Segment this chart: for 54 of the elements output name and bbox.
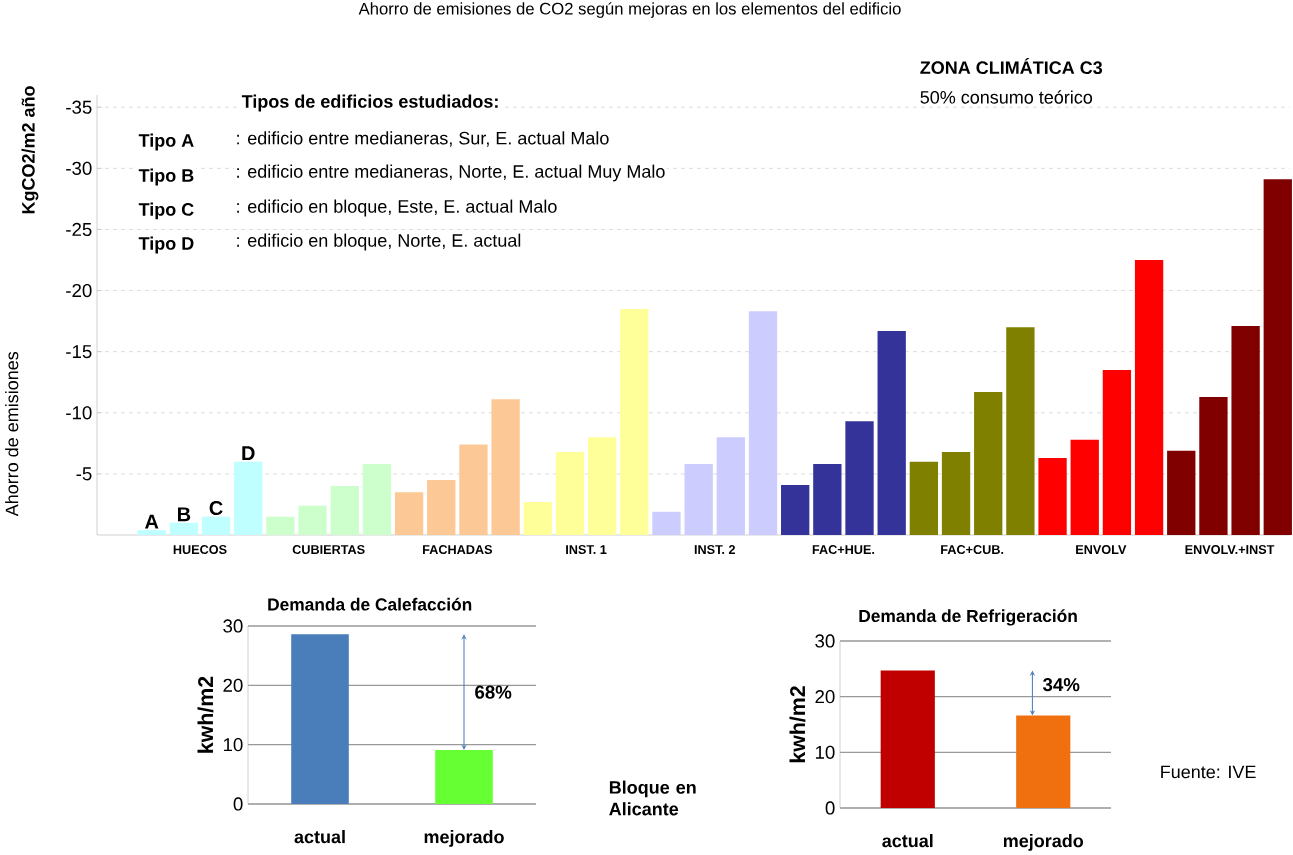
annotation: 68% — [475, 685, 512, 699]
y-tick-label: 20 — [815, 690, 835, 704]
y-tick-label: 10 — [815, 745, 835, 759]
annotation: : edificio entre medianeras, Norte, E. actual Muy Malo — [237, 164, 665, 182]
annotation: Tipo A — [138, 133, 194, 151]
x-tick-label: actual — [294, 830, 345, 844]
chart-title: Ahorro de emisiones de CO2 según mejoras en los elementos del edificio — [358, 2, 901, 18]
annotation: Tipos de edificios estudiados: — [241, 94, 498, 112]
annotation: 50% consumo teórico — [920, 90, 1093, 104]
annotation: : edificio entre medianeras, Sur, E. actual Malo — [237, 131, 609, 147]
y-axis-title: kwh/m2 — [789, 686, 806, 763]
x-tick-label: mejorado — [1003, 834, 1084, 851]
annotation: Tipo B — [138, 168, 194, 186]
x-tick-label: HUECOS — [173, 545, 227, 554]
text: KgCO2/m2 año — [21, 86, 39, 214]
y-tick-label: -10 — [66, 406, 92, 420]
x-tick-label: actual — [882, 834, 933, 848]
annotation: Tipo D — [138, 236, 194, 254]
y-tick-label: -35 — [66, 100, 92, 114]
y-tick-label: 10 — [223, 738, 243, 752]
chart-title: Demanda de Refrigeración — [859, 609, 1077, 626]
x-tick-label: INST. 2 — [694, 545, 736, 554]
y-tick-label: -30 — [66, 161, 92, 175]
y-tick-label: 30 — [815, 634, 835, 648]
y-tick-label: 0 — [233, 797, 243, 811]
annotation: Tipo C — [138, 202, 194, 220]
series-label: D — [242, 446, 255, 461]
y-tick-label: 30 — [223, 619, 243, 633]
series-label: A — [144, 514, 159, 529]
x-tick-label: FAC+HUE. — [812, 545, 875, 554]
x-tick-label: FAC+CUB. — [941, 545, 1004, 554]
y-axis-title: kwh/m2 — [197, 676, 214, 753]
series-label: C — [209, 500, 223, 516]
chart-title: Demanda de Calefacción — [268, 597, 472, 611]
y-tick-label: 0 — [825, 801, 835, 815]
x-tick-label: ENVOLV.+INST — [1185, 545, 1275, 554]
annotation: : edificio en bloque, Norte, E. actual — [237, 233, 521, 251]
x-tick-label: INST. 1 — [566, 545, 607, 554]
y-tick-label: -25 — [66, 222, 92, 237]
y-tick-label: 20 — [223, 678, 243, 692]
x-tick-label: mejorado — [424, 830, 504, 847]
y-tick-label: -20 — [66, 283, 92, 298]
series-label: B — [177, 507, 191, 522]
x-tick-label: FACHADAS — [423, 545, 493, 554]
y-tick-label: -5 — [76, 467, 92, 481]
x-tick-label: ENVOLV — [1076, 545, 1127, 554]
annotation: : edificio en bloque, Este, E. actual Malo — [237, 199, 557, 217]
x-tick-label: CUBIERTAS — [292, 545, 365, 554]
text: ZONA CLIMÁTICA C3 — [920, 57, 1103, 75]
y-tick-label: -15 — [66, 345, 92, 359]
annotation: 34% — [1042, 678, 1080, 692]
text: Bloque en Alicante — [609, 780, 696, 816]
y-axis-title: Ahorro de emisiones — [5, 351, 19, 517]
source-note: Fuente: IVE — [1161, 765, 1256, 779]
